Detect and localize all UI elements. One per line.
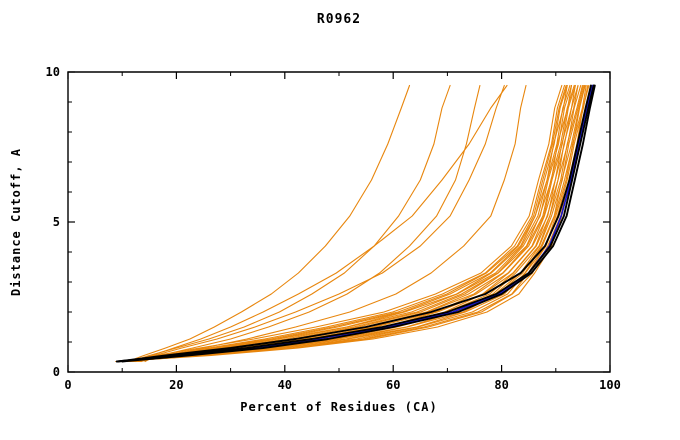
y-tick-label: 10 bbox=[46, 65, 60, 79]
x-tick-label: 100 bbox=[599, 378, 621, 392]
series-line-orange-13 bbox=[133, 84, 575, 363]
series-line-orange-0 bbox=[115, 84, 592, 363]
series-line-orange-12 bbox=[129, 84, 576, 363]
series-line-orange-23 bbox=[129, 84, 451, 363]
series-line-orange-6 bbox=[122, 84, 584, 363]
y-tick-label: 5 bbox=[53, 215, 60, 229]
series-line-orange-4 bbox=[122, 84, 586, 363]
x-tick-label: 60 bbox=[386, 378, 400, 392]
series-line-orange-22 bbox=[127, 84, 411, 363]
x-tick-label: 80 bbox=[494, 378, 508, 392]
x-tick-label: 0 bbox=[64, 378, 71, 392]
y-tick-label: 0 bbox=[53, 365, 60, 379]
series-line-orange-15 bbox=[135, 84, 573, 363]
series-line-black-29 bbox=[115, 84, 595, 363]
series-line-black-31 bbox=[121, 84, 596, 363]
series-line-orange-3 bbox=[121, 84, 587, 363]
series-line-orange-25 bbox=[135, 84, 505, 363]
series-line-orange-14 bbox=[132, 84, 573, 363]
series-line-orange-17 bbox=[138, 84, 568, 363]
series-line-orange-9 bbox=[128, 84, 579, 363]
series-line-orange-7 bbox=[125, 84, 583, 363]
series-line-orange-8 bbox=[124, 84, 582, 363]
x-tick-label: 40 bbox=[278, 378, 292, 392]
series-line-black-30 bbox=[116, 84, 592, 363]
series-line-orange-5 bbox=[121, 84, 586, 363]
series-line-orange-10 bbox=[127, 84, 579, 363]
series-line-orange-20 bbox=[139, 84, 566, 363]
series-line-orange-27 bbox=[132, 84, 508, 363]
x-axis-label: Percent of Residues (CA) bbox=[240, 400, 438, 414]
series-line-orange-18 bbox=[137, 84, 568, 363]
series-line-orange-21 bbox=[144, 84, 563, 363]
series-line-orange-16 bbox=[134, 84, 571, 363]
series-line-orange-26 bbox=[137, 84, 527, 363]
series-line-orange-1 bbox=[119, 84, 590, 363]
x-tick-label: 20 bbox=[169, 378, 183, 392]
chart-title: R0962 bbox=[316, 12, 362, 27]
series-line-orange-11 bbox=[130, 84, 576, 363]
series-line-orange-19 bbox=[140, 84, 567, 363]
